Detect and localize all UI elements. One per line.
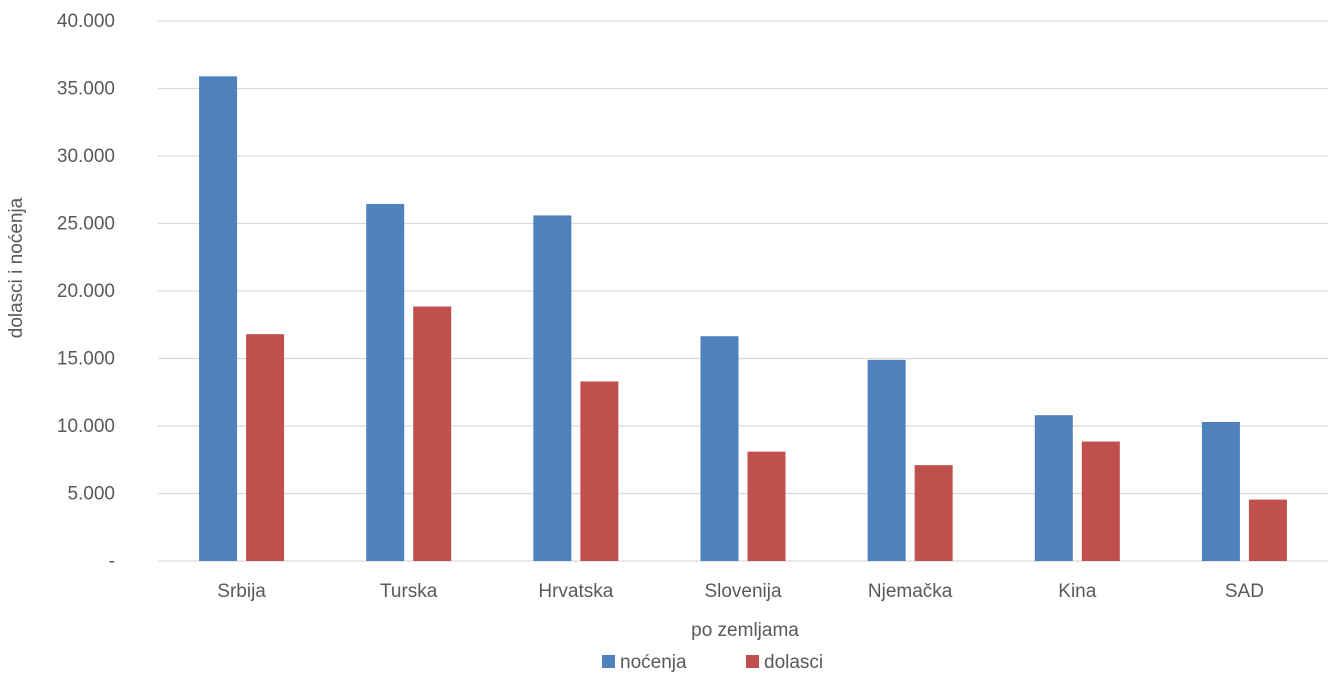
legend-label-noćenja: noćenja [620, 652, 687, 673]
bars [199, 76, 1287, 562]
bar-dolasci-Turska [413, 306, 452, 561]
gridlines [158, 20, 1328, 562]
bar-dolasci-SAD [1248, 499, 1287, 561]
y-axis-title: dolasci i noćenja [6, 197, 27, 338]
bar-dolasci-Njemačka [914, 465, 953, 561]
y-tick-label: 30.000 [57, 146, 115, 167]
x-tick-label: SAD [1225, 581, 1264, 602]
x-axis-title: po zemljama [691, 620, 799, 641]
x-axis-tick-labels: Srbija Turska Hrvatska Slovenija Njemačka Kin… [217, 581, 1264, 602]
x-tick-label: Njemačka [868, 581, 953, 602]
bar-dolasci-Hrvatska [580, 381, 619, 561]
bar-noćenja-SAD [1201, 421, 1240, 561]
y-tick-label: - [109, 551, 115, 572]
bar-noćenja-Hrvatska [533, 215, 572, 561]
bar-dolasci-Slovenija [747, 451, 786, 561]
bar-noćenja-Njemačka [867, 359, 906, 561]
legend-swatch-dolasci [746, 655, 759, 668]
y-tick-label: 35.000 [57, 79, 115, 100]
legend-label-dolasci: dolasci [764, 652, 823, 673]
bar-dolasci-Srbija [246, 334, 285, 561]
x-tick-label: Srbija [217, 581, 266, 602]
bar-noćenja-Turska [366, 203, 405, 562]
bar-noćenja-Srbija [199, 76, 238, 561]
y-axis-tick-labels: - 5.000 10.000 15.000 20.000 25.000 30.000 35.0… [57, 11, 115, 572]
bar-noćenja-Slovenija [700, 336, 739, 561]
y-tick-label: 20.000 [57, 281, 115, 302]
x-tick-label: Hrvatska [538, 581, 613, 602]
y-tick-label: 25.000 [57, 214, 115, 235]
y-tick-label: 5.000 [67, 484, 115, 505]
y-tick-label: 40.000 [57, 11, 115, 32]
legend: noćenja dolasci [602, 652, 823, 673]
x-tick-label: Kina [1058, 581, 1096, 602]
x-tick-label: Slovenija [704, 581, 782, 602]
bar-noćenja-Kina [1034, 415, 1073, 561]
legend-swatch-noćenja [602, 655, 615, 668]
y-tick-label: 10.000 [57, 416, 115, 437]
y-tick-label: 15.000 [57, 349, 115, 370]
bar-dolasci-Kina [1081, 441, 1120, 561]
x-tick-label: Turska [380, 581, 438, 602]
